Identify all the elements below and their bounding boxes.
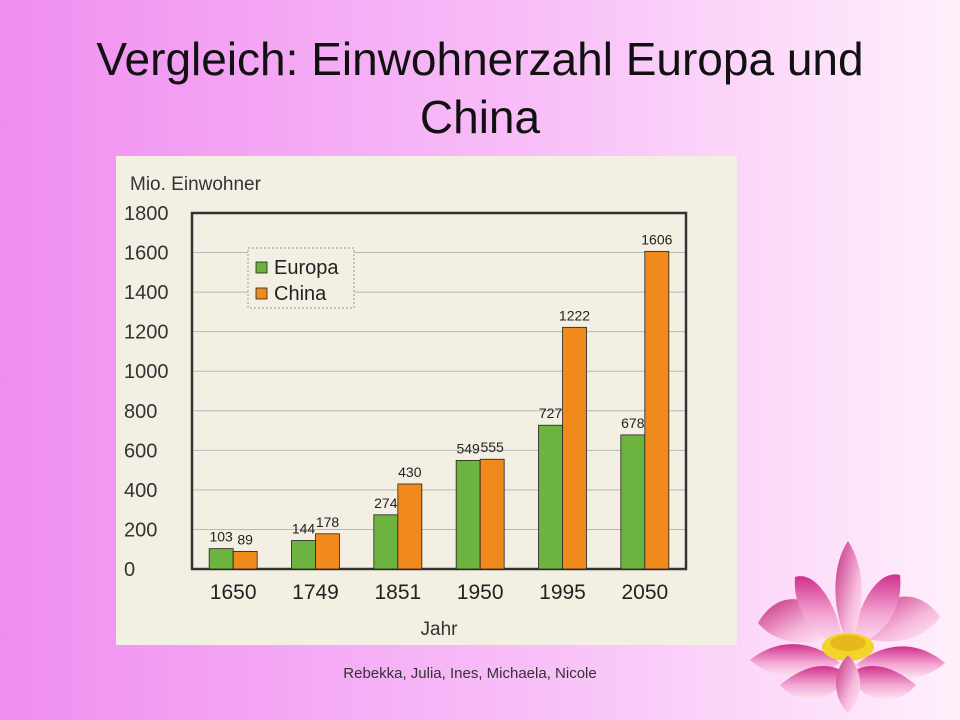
bar-china-1995 bbox=[562, 326, 587, 570]
x-tick-label: 1650 bbox=[210, 581, 257, 604]
legend-swatch-china bbox=[255, 287, 268, 300]
bar-china-1650 bbox=[232, 550, 258, 570]
chart-panel: Mio. Einwohner 0 200 400 600 800 1000 1200 1400 1… bbox=[116, 156, 737, 645]
legend-label-europa: Europa bbox=[274, 257, 339, 279]
x-tick-label: 2050 bbox=[621, 581, 668, 604]
data-label-europa-1851: 274 bbox=[374, 495, 398, 511]
y-tick-label: 1600 bbox=[124, 243, 169, 265]
slide-title: Vergleich: Einwohnerzahl Europa und Chin… bbox=[96, 33, 864, 143]
y-tick-label: 0 bbox=[124, 559, 135, 581]
y-axis-label: Mio. Einwohner bbox=[130, 174, 262, 195]
lotus-flower-image bbox=[750, 541, 945, 713]
y-tick-label: 200 bbox=[124, 519, 157, 541]
x-axis-label: Jahr bbox=[421, 619, 459, 640]
data-label-china-1650: 89 bbox=[237, 531, 253, 547]
y-tick-label: 1800 bbox=[124, 203, 169, 225]
bar-europa-1851 bbox=[373, 514, 399, 570]
y-tick-label: 1200 bbox=[124, 322, 169, 344]
legend-label-china: China bbox=[274, 283, 327, 305]
data-label-china-2050: 1606 bbox=[641, 231, 672, 247]
data-label-china-1995: 1222 bbox=[559, 307, 590, 323]
bar-europa-1749 bbox=[291, 540, 316, 570]
y-tick-label: 1000 bbox=[124, 361, 169, 383]
footer-authors: Rebekka, Julia, Ines, Michaela, Nicole bbox=[343, 665, 597, 682]
bar-china-1851 bbox=[397, 483, 423, 570]
data-label-europa-1650: 103 bbox=[209, 529, 233, 545]
x-tick-label: 1851 bbox=[374, 581, 421, 604]
plot-frame bbox=[190, 211, 688, 571]
data-label-europa-1995: 727 bbox=[539, 405, 563, 421]
bar-europa-1950 bbox=[455, 460, 481, 570]
data-label-europa-1950: 549 bbox=[456, 440, 480, 456]
y-tick-label: 400 bbox=[124, 480, 157, 502]
bar-china-2050 bbox=[644, 250, 670, 570]
y-tick-label: 800 bbox=[124, 401, 157, 423]
data-label-europa-1749: 144 bbox=[292, 521, 316, 537]
legend-swatch-europa bbox=[255, 261, 268, 274]
bar-china-1950 bbox=[479, 458, 505, 570]
data-label-china-1950: 555 bbox=[480, 439, 504, 455]
bar-china-1749 bbox=[315, 533, 340, 570]
x-tick-label: 1950 bbox=[457, 581, 504, 604]
data-label-china-1749: 178 bbox=[316, 514, 340, 530]
bar-europa-1650 bbox=[208, 548, 234, 570]
bar-europa-1995 bbox=[538, 424, 563, 570]
bar-europa-2050 bbox=[620, 434, 646, 570]
data-label-europa-2050: 678 bbox=[621, 415, 645, 431]
y-tick-label: 1400 bbox=[124, 282, 169, 304]
y-tick-label: 600 bbox=[124, 440, 157, 462]
bar-chart: Mio. Einwohner 0 200 400 600 800 1000 1200 1400 1… bbox=[124, 174, 688, 640]
x-tick-label: 1749 bbox=[292, 581, 339, 604]
x-tick-label: 1995 bbox=[539, 581, 586, 604]
data-label-china-1851: 430 bbox=[398, 464, 422, 480]
